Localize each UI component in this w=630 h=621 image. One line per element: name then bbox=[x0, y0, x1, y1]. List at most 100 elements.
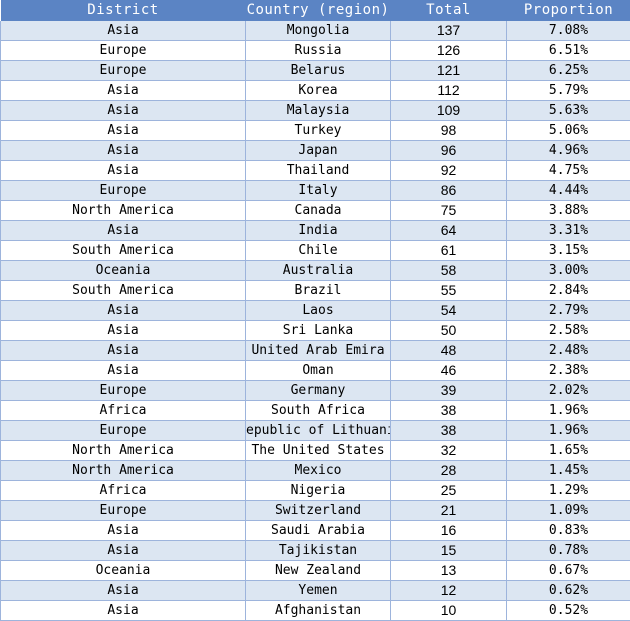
proportion-cell: 2.02% bbox=[507, 381, 630, 401]
country-cell: New Zealand bbox=[246, 561, 391, 581]
district-cell: Asia bbox=[1, 521, 246, 541]
total-cell: 112 bbox=[391, 81, 507, 101]
proportion-cell: 3.00% bbox=[507, 261, 630, 281]
district-cell: Asia bbox=[1, 161, 246, 181]
country-cell: Yemen bbox=[246, 581, 391, 601]
total-cell: 55 bbox=[391, 281, 507, 301]
country-cell: Oman bbox=[246, 361, 391, 381]
country-cell: Thailand bbox=[246, 161, 391, 181]
country-cell: United Arab Emira bbox=[246, 341, 391, 361]
country-cell: Afghanistan bbox=[246, 601, 391, 621]
proportion-cell: 1.96% bbox=[507, 421, 630, 441]
district-cell: North America bbox=[1, 201, 246, 221]
district-cell: Europe bbox=[1, 181, 246, 201]
total-cell: 21 bbox=[391, 501, 507, 521]
country-cell: Saudi Arabia bbox=[246, 521, 391, 541]
total-cell: 48 bbox=[391, 341, 507, 361]
country-cell: Japan bbox=[246, 141, 391, 161]
proportion-cell: 1.29% bbox=[507, 481, 630, 501]
proportion-cell: 0.67% bbox=[507, 561, 630, 581]
total-cell: 75 bbox=[391, 201, 507, 221]
proportion-cell: 5.06% bbox=[507, 121, 630, 141]
total-cell: 92 bbox=[391, 161, 507, 181]
total-cell: 38 bbox=[391, 421, 507, 441]
proportion-cell: 1.09% bbox=[507, 501, 630, 521]
proportion-cell: 2.79% bbox=[507, 301, 630, 321]
proportion-cell: 6.25% bbox=[507, 61, 630, 81]
district-cell: South America bbox=[1, 241, 246, 261]
total-cell: 86 bbox=[391, 181, 507, 201]
district-cell: Asia bbox=[1, 321, 246, 341]
country-cell: Korea bbox=[246, 81, 391, 101]
country-cell: Mongolia bbox=[246, 21, 391, 41]
district-cell: Asia bbox=[1, 101, 246, 121]
country-cell: Russia bbox=[246, 41, 391, 61]
total-cell: 10 bbox=[391, 601, 507, 621]
proportion-cell: 7.08% bbox=[507, 21, 630, 41]
district-cell: Europe bbox=[1, 501, 246, 521]
proportion-cell: 4.75% bbox=[507, 161, 630, 181]
proportion-cell: 0.83% bbox=[507, 521, 630, 541]
country-cell: South Africa bbox=[246, 401, 391, 421]
district-cell: Europe bbox=[1, 421, 246, 441]
district-cell: Asia bbox=[1, 221, 246, 241]
total-cell: 38 bbox=[391, 401, 507, 421]
country-cell: India bbox=[246, 221, 391, 241]
proportion-cell: 1.45% bbox=[507, 461, 630, 481]
district-cell: Asia bbox=[1, 21, 246, 41]
total-cell: 39 bbox=[391, 381, 507, 401]
total-cell: 58 bbox=[391, 261, 507, 281]
total-cell: 121 bbox=[391, 61, 507, 81]
total-cell: 28 bbox=[391, 461, 507, 481]
district-cell: Asia bbox=[1, 81, 246, 101]
country-cell: Tajikistan bbox=[246, 541, 391, 561]
district-cell: Asia bbox=[1, 601, 246, 621]
proportion-cell: 4.44% bbox=[507, 181, 630, 201]
district-cell: Asia bbox=[1, 361, 246, 381]
proportion-cell: 0.78% bbox=[507, 541, 630, 561]
country-cell: epublic of Lithuani bbox=[246, 421, 391, 441]
header-district: District bbox=[1, 0, 246, 21]
total-cell: 54 bbox=[391, 301, 507, 321]
proportion-cell: 0.62% bbox=[507, 581, 630, 601]
proportion-cell: 3.88% bbox=[507, 201, 630, 221]
country-cell: Nigeria bbox=[246, 481, 391, 501]
proportion-cell: 2.84% bbox=[507, 281, 630, 301]
district-cell: North America bbox=[1, 461, 246, 481]
country-cell: Brazil bbox=[246, 281, 391, 301]
country-cell: The United States bbox=[246, 441, 391, 461]
proportion-cell: 6.51% bbox=[507, 41, 630, 61]
total-cell: 64 bbox=[391, 221, 507, 241]
total-cell: 98 bbox=[391, 121, 507, 141]
country-cell: Turkey bbox=[246, 121, 391, 141]
proportion-cell: 2.58% bbox=[507, 321, 630, 341]
country-cell: Malaysia bbox=[246, 101, 391, 121]
proportion-cell: 2.38% bbox=[507, 361, 630, 381]
country-cell: Canada bbox=[246, 201, 391, 221]
district-cell: Europe bbox=[1, 41, 246, 61]
district-cell: Asia bbox=[1, 341, 246, 361]
header-country: Country (region) bbox=[246, 0, 391, 21]
proportion-cell: 0.52% bbox=[507, 601, 630, 621]
total-cell: 12 bbox=[391, 581, 507, 601]
district-cell: Oceania bbox=[1, 561, 246, 581]
proportion-cell: 1.65% bbox=[507, 441, 630, 461]
district-cell: South America bbox=[1, 281, 246, 301]
total-cell: 50 bbox=[391, 321, 507, 341]
